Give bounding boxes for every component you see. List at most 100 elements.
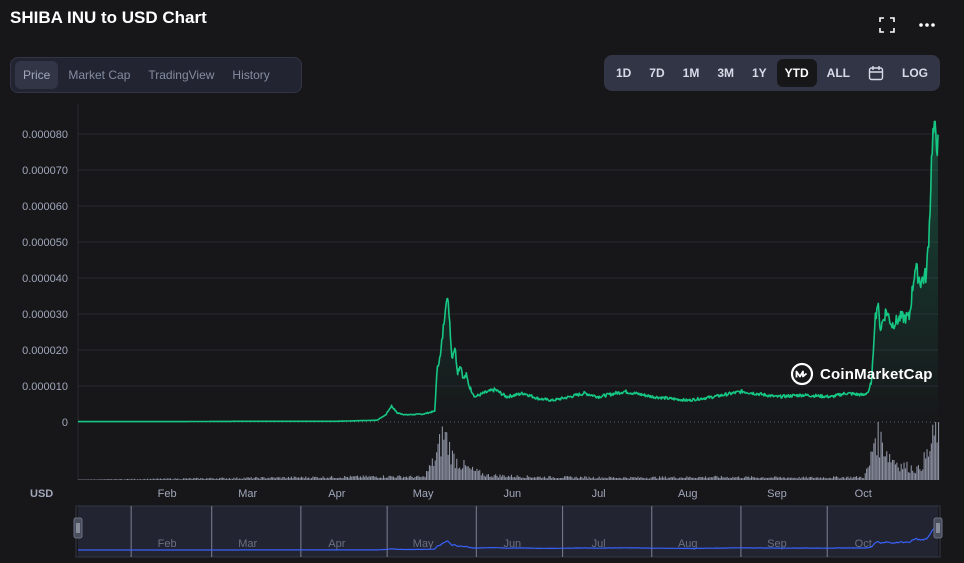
volume-bar xyxy=(492,477,494,480)
volume-bar xyxy=(500,476,502,480)
volume-bar xyxy=(539,476,541,480)
x-tick-label: Feb xyxy=(158,488,177,500)
volume-bar xyxy=(83,479,85,480)
volume-bar xyxy=(328,478,330,480)
tab-market-cap[interactable]: Market Cap xyxy=(68,68,131,82)
volume-bar xyxy=(916,466,918,480)
volume-bar xyxy=(369,476,371,480)
volume-bar xyxy=(495,474,497,480)
volume-bar xyxy=(322,476,324,480)
volume-bar xyxy=(860,476,862,480)
volume-bar xyxy=(554,478,556,480)
volume-bar xyxy=(631,477,633,480)
volume-bar xyxy=(634,477,636,480)
volume-bar xyxy=(323,477,325,480)
volume-bar xyxy=(260,477,262,480)
volume-bar xyxy=(676,478,678,480)
volume-bar xyxy=(171,479,173,480)
log-scale-button[interactable]: LOG xyxy=(902,66,928,80)
volume-bar xyxy=(318,478,320,480)
volume-bar xyxy=(148,479,150,480)
volume-bar xyxy=(897,467,899,480)
calendar-icon[interactable] xyxy=(860,59,892,87)
volume-bar xyxy=(695,478,697,480)
top-actions xyxy=(876,14,938,36)
volume-bar xyxy=(584,476,586,480)
volume-bar xyxy=(325,478,327,480)
volume-bar xyxy=(457,468,459,480)
volume-bar xyxy=(194,478,196,480)
y-tick-label: 0.000060 xyxy=(22,201,68,213)
volume-bar xyxy=(610,477,612,480)
range-1d-button[interactable]: 1D xyxy=(615,66,632,80)
more-options-icon[interactable] xyxy=(916,14,938,36)
volume-bar xyxy=(378,477,380,480)
volume-bar xyxy=(476,468,478,480)
volume-bar xyxy=(751,476,753,480)
x-tick-label: Mar xyxy=(238,488,257,500)
volume-bar xyxy=(556,478,558,480)
volume-bar xyxy=(824,477,826,480)
fullscreen-icon[interactable] xyxy=(876,14,898,36)
volume-bar xyxy=(643,477,645,480)
volume-bar xyxy=(237,478,239,480)
volume-bar xyxy=(270,477,272,480)
volume-bar xyxy=(896,462,898,480)
tab-tradingview[interactable]: TradingView xyxy=(148,68,215,82)
volume-bar xyxy=(621,478,623,480)
volume-bar xyxy=(134,478,136,480)
tab-price[interactable]: Price xyxy=(15,61,59,89)
volume-bar xyxy=(535,477,537,480)
volume-bar xyxy=(449,441,451,480)
volume-bar xyxy=(185,478,187,480)
range-1y-button[interactable]: 1Y xyxy=(751,66,767,80)
x-tick-label: Sep xyxy=(767,488,787,500)
volume-bar xyxy=(779,476,781,480)
volume-bar xyxy=(883,456,885,480)
volume-bar xyxy=(487,474,489,480)
volume-bar xyxy=(667,477,669,480)
volume-bar xyxy=(339,477,341,480)
volume-bar xyxy=(807,478,809,480)
range-ytd-button[interactable]: YTD xyxy=(776,59,817,87)
range-7d-button[interactable]: 7D xyxy=(649,66,665,80)
volume-bar xyxy=(686,476,688,480)
volume-bar xyxy=(736,477,738,480)
volume-bar xyxy=(92,479,94,480)
volume-bar xyxy=(319,477,321,480)
volume-bar xyxy=(784,477,786,480)
range-3m-button[interactable]: 3M xyxy=(717,66,734,80)
y-tick-label: 0 xyxy=(62,417,68,429)
volume-bar xyxy=(220,477,222,480)
volume-bar xyxy=(651,476,653,480)
volume-bar xyxy=(764,478,766,480)
range-navigator[interactable]: Feb Mar Apr May Jun Jul Aug Sep Oct xyxy=(73,505,943,558)
volume-bar xyxy=(746,476,748,480)
chart-type-tabs: Price Market Cap TradingView History xyxy=(10,57,302,93)
volume-bar xyxy=(482,473,484,480)
volume-bar xyxy=(600,478,602,480)
volume-bar xyxy=(267,477,269,480)
range-1m-button[interactable]: 1M xyxy=(682,66,700,80)
volume-bar xyxy=(512,477,514,480)
volume-bar xyxy=(926,449,928,480)
volume-bar xyxy=(814,477,816,480)
volume-bar xyxy=(850,476,852,480)
tab-history[interactable]: History xyxy=(232,68,270,82)
range-all-button[interactable]: ALL xyxy=(826,66,850,80)
volume-bar xyxy=(392,476,394,480)
volume-bar xyxy=(490,476,492,480)
volume-bar xyxy=(241,478,243,480)
volume-bar xyxy=(147,478,149,480)
volume-bar xyxy=(99,479,101,480)
volume-bar xyxy=(187,478,189,480)
volume-bar xyxy=(502,474,504,480)
volume-bar xyxy=(567,476,569,480)
volume-bar xyxy=(203,478,205,480)
volume-bar xyxy=(357,475,359,480)
volume-bar xyxy=(332,477,334,480)
volume-bar xyxy=(122,479,124,480)
volume-bar xyxy=(277,477,279,480)
volume-bar xyxy=(544,476,546,480)
